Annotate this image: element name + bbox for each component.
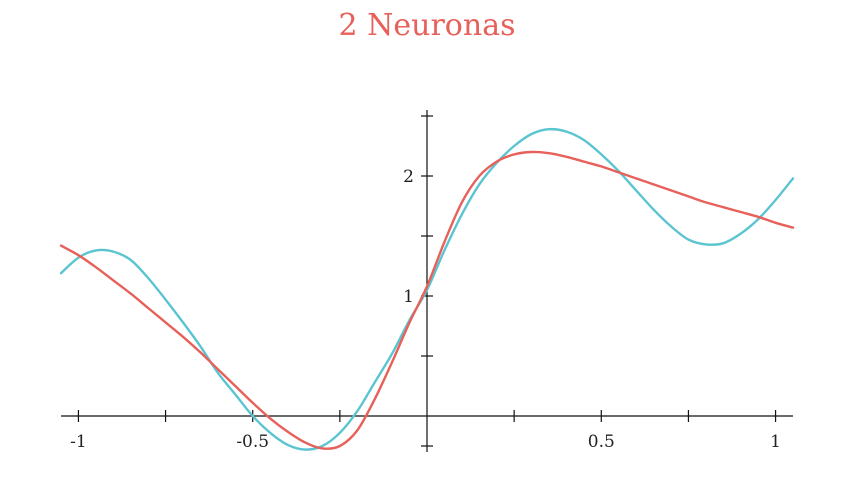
series-line-1: [59, 127, 795, 451]
x-tick-label: -0.5: [236, 432, 269, 452]
y-tick-label: 1: [403, 287, 414, 307]
tick-labels-group: -1 -0.5 0.5 1 1 2: [70, 167, 781, 452]
x-tick-label: 1: [770, 432, 781, 452]
series-group: [59, 127, 795, 451]
x-tick-label: 0.5: [588, 432, 615, 452]
axes-group: [61, 110, 793, 452]
y-tick-label: 2: [403, 167, 414, 187]
series-line-2: [59, 150, 795, 450]
x-tick-label: -1: [70, 432, 87, 452]
chart-title: 2 Neuronas: [338, 8, 516, 43]
